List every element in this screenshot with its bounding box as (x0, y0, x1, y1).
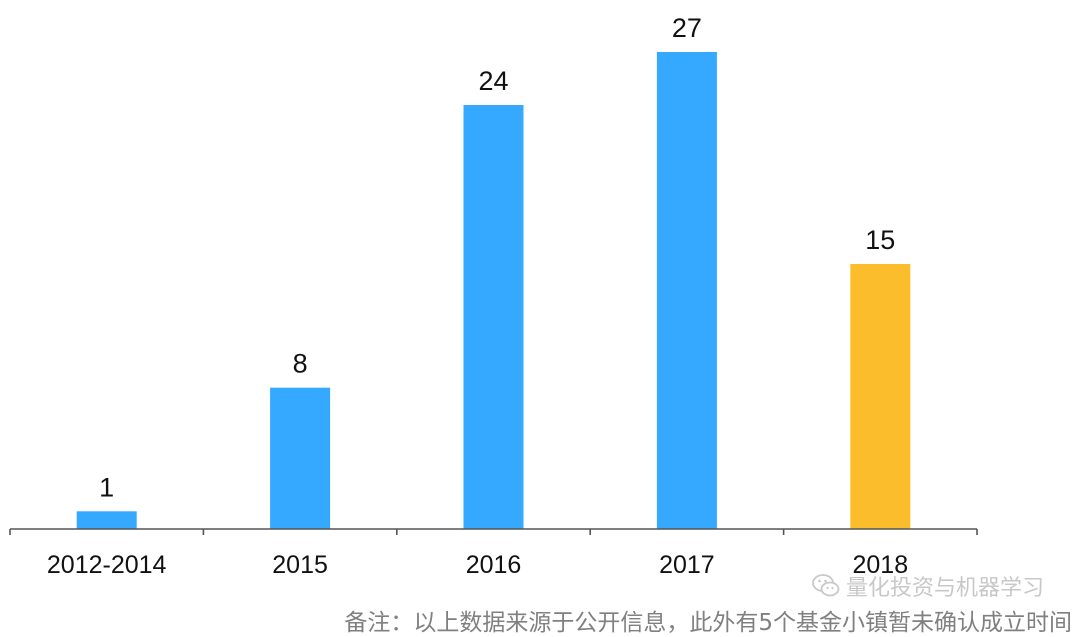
bar-2016 (463, 105, 524, 529)
bars-group (76, 52, 911, 529)
bar-2012-2014 (76, 511, 137, 529)
x-tick-labels-group: 2012-2014 2015 2016 2017 2018 (47, 551, 908, 579)
watermark-text: 量化投资与机器学习 (845, 576, 1044, 601)
value-labels-group: 1 8 24 27 15 (99, 13, 895, 502)
x-axis (9, 528, 978, 535)
wechat-icon (812, 574, 840, 597)
x-tick-label-2012-2014: 2012-2014 (47, 551, 167, 579)
x-tick-label-2016: 2016 (466, 551, 522, 579)
data-label-2017: 27 (672, 13, 702, 43)
footnote: 备注：以上数据来源于公开信息，此外有5个基金小镇暂未确认成立时间 (344, 610, 1072, 636)
x-tick-label-2015: 2015 (272, 551, 328, 579)
x-tick-label-2017: 2017 (659, 551, 715, 579)
bar-2017 (656, 52, 717, 529)
bar-2018 (850, 264, 911, 529)
data-label-2012-2014: 1 (99, 472, 114, 502)
data-label-2018: 15 (865, 225, 895, 255)
x-tick-label-2018: 2018 (852, 551, 908, 579)
data-label-2016: 24 (478, 66, 508, 96)
watermark: 量化投资与机器学习 (812, 570, 1044, 602)
bar-2015 (270, 387, 331, 529)
data-label-2015: 8 (293, 349, 308, 379)
